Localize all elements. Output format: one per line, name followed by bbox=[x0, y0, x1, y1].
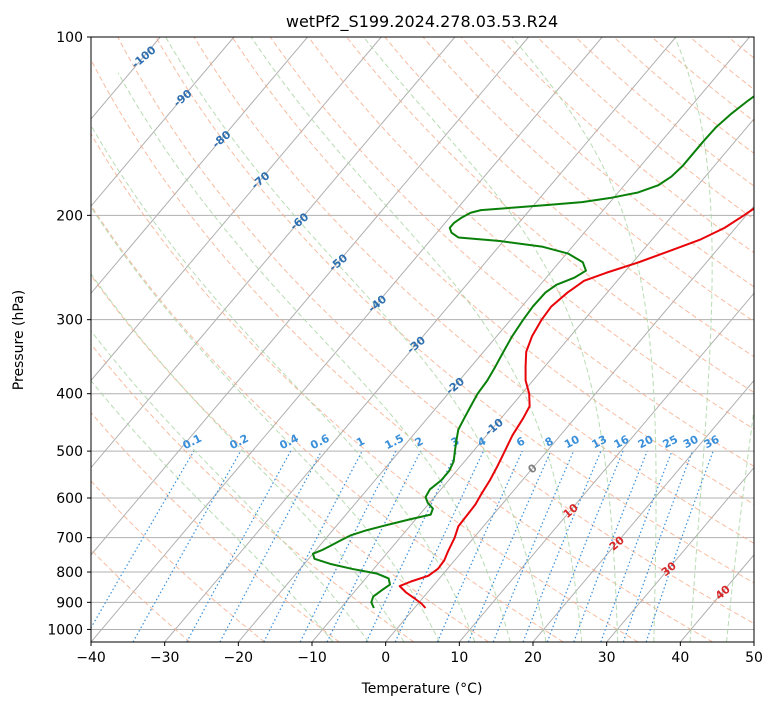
moist-adiabat-line bbox=[511, 37, 657, 642]
mixing-ratio-line-0.4 bbox=[186, 450, 292, 642]
y-tick-label-600: 600 bbox=[56, 491, 83, 507]
y-tick-label-500: 500 bbox=[56, 444, 83, 460]
y-tick-label-100: 100 bbox=[56, 30, 83, 46]
mixing-ratio-line-4 bbox=[394, 450, 484, 642]
x-axis-title: Temperature (°C) bbox=[361, 681, 483, 697]
dry-adiabat-line bbox=[91, 58, 713, 642]
x-tick-label--30: −30 bbox=[150, 650, 180, 666]
x-tick-label-40: 40 bbox=[671, 650, 689, 666]
moist-adiabat-line bbox=[250, 37, 583, 642]
dry-adiabat-line bbox=[231, 37, 754, 505]
isotherm-line-10 bbox=[458, 292, 754, 642]
isotherm-line--80 bbox=[91, 37, 308, 295]
mixing-ratio-label: 36 bbox=[702, 433, 722, 452]
dry-adiabat-line bbox=[346, 37, 754, 394]
isotherm-line-0 bbox=[385, 205, 754, 642]
sounding-series bbox=[311, 95, 754, 609]
y-tick-label-700: 700 bbox=[56, 531, 83, 547]
dry-adiabat-line bbox=[308, 37, 754, 430]
dry-adiabat-line bbox=[193, 37, 754, 544]
y-axis-title: Pressure (hPa) bbox=[11, 290, 27, 390]
temperature-profile-line bbox=[398, 207, 754, 609]
mixing-ratio-label: 13 bbox=[590, 433, 610, 452]
isotherm-line--60 bbox=[91, 37, 456, 469]
isotherm-line-20 bbox=[532, 379, 754, 642]
x-tick-label--20: −20 bbox=[224, 650, 254, 666]
mixing-ratio-label: 20 bbox=[636, 433, 656, 452]
dry-adiabat-line bbox=[384, 37, 754, 358]
moist-adiabat-line bbox=[91, 124, 476, 642]
isotherm-line--20 bbox=[237, 37, 750, 642]
x-tick-label--10: −10 bbox=[297, 650, 327, 666]
x-tick-label-0: 0 bbox=[381, 650, 390, 666]
dry-adiabat-line bbox=[91, 132, 639, 642]
dry-adiabat-line bbox=[117, 37, 754, 625]
y-tick-label-900: 900 bbox=[56, 595, 83, 611]
x-axis-ticks: −40 −30 −20 −10 0 10 20 30 40 50 bbox=[76, 642, 763, 666]
dry-adiabat-line bbox=[155, 37, 754, 584]
mixing-ratio-line-0.1 bbox=[91, 450, 195, 629]
moist-adiabat-line bbox=[165, 37, 547, 642]
y-tick-label-400: 400 bbox=[56, 387, 83, 403]
plot-background bbox=[91, 37, 754, 642]
mixing-ratio-line-8 bbox=[467, 450, 552, 642]
dry-adiabat-line bbox=[537, 37, 754, 220]
mixing-ratio-line-0.6 bbox=[219, 450, 323, 642]
dry-adiabat-line bbox=[91, 480, 265, 642]
mixing-ratio-line-0.2 bbox=[132, 450, 242, 642]
x-tick-label-30: 30 bbox=[598, 650, 616, 666]
mixing-ratio-lines bbox=[91, 450, 714, 642]
chart-title: wetPf2_S199.2024.278.03.53.R24 bbox=[286, 12, 558, 32]
x-tick-label-50: 50 bbox=[745, 650, 763, 666]
isotherm-line--70 bbox=[91, 37, 382, 382]
mixing-ratio-line-6 bbox=[436, 450, 523, 642]
mixing-ratio-line-3 bbox=[365, 450, 458, 642]
mixing-ratio-label: 10 bbox=[562, 433, 582, 452]
dewpoint-profile-line bbox=[311, 95, 754, 609]
moist-adiabat-line bbox=[674, 37, 713, 642]
mixing-ratio-label: 16 bbox=[612, 433, 632, 452]
y-tick-label-300: 300 bbox=[56, 313, 83, 329]
moist-adiabat-line bbox=[91, 206, 440, 642]
x-tick-label-20: 20 bbox=[524, 650, 542, 666]
moist-adiabat-line bbox=[91, 379, 334, 642]
moist-adiabat-line bbox=[117, 72, 511, 642]
isotherm-line--90 bbox=[91, 37, 235, 207]
isotherm-line--30 bbox=[164, 37, 677, 642]
pressure-gridlines bbox=[91, 37, 754, 630]
dry-adiabat-line bbox=[460, 37, 754, 288]
moist-adiabat-lines bbox=[91, 37, 754, 642]
y-axis-ticks: 100 200 300 400 500 600 700 800 900 1000 bbox=[47, 30, 91, 638]
y-tick-label-200: 200 bbox=[56, 208, 83, 224]
y-tick-label-1000: 1000 bbox=[47, 622, 83, 638]
dry-adiabat-line bbox=[91, 204, 564, 642]
x-tick-label--40: −40 bbox=[76, 650, 106, 666]
x-tick-label-10: 10 bbox=[450, 650, 468, 666]
mixing-ratio-line-30 bbox=[622, 450, 694, 642]
mixing-ratio-label: 25 bbox=[661, 433, 681, 452]
dry-adiabat-line bbox=[613, 37, 754, 155]
plot-frame bbox=[90, 36, 755, 643]
mixing-ratio-line-10 bbox=[492, 450, 575, 642]
isotherm-line-30 bbox=[606, 466, 754, 642]
mixing-ratio-line-25 bbox=[600, 450, 673, 642]
dry-adiabat-line bbox=[269, 37, 754, 467]
mixing-ratio-line-36 bbox=[645, 450, 714, 642]
mixing-ratio-line-2 bbox=[326, 450, 422, 642]
isotherm-line--40 bbox=[91, 37, 603, 642]
moist-adiabat-line bbox=[726, 405, 754, 642]
mixing-ratio-label: 30 bbox=[681, 433, 701, 452]
y-tick-label-800: 800 bbox=[56, 565, 83, 581]
moist-adiabat-line bbox=[91, 330, 369, 642]
isotherm-line--50 bbox=[91, 37, 529, 556]
